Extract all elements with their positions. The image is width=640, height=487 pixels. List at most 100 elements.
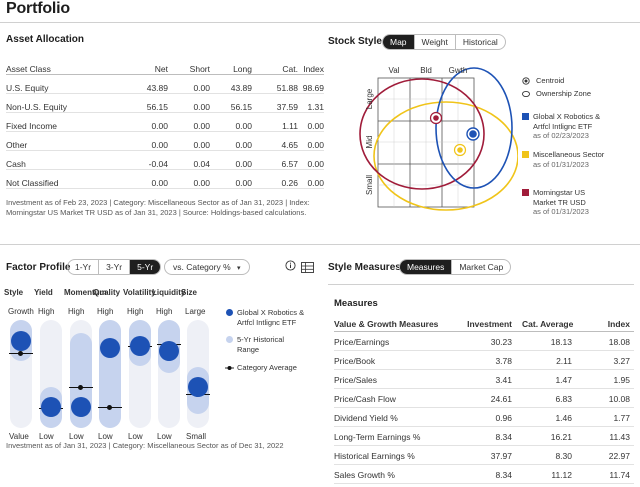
table-row: Price/Sales 3.41 1.47 1.95	[334, 370, 634, 389]
fund-value-dot	[188, 376, 208, 397]
table-cell: 0.00	[151, 178, 168, 188]
tab-weight[interactable]: Weight	[415, 35, 456, 49]
row-label: U.S. Equity	[6, 83, 49, 93]
table-cell: 8.30	[555, 451, 572, 461]
col-label-gwth: Gwth	[449, 66, 468, 75]
table-cell: 98.69	[302, 83, 324, 93]
page-title: Portfolio	[6, 0, 70, 17]
factor-track	[98, 320, 122, 428]
style-measures-tabs: Measures Market Cap	[399, 259, 512, 275]
series-swatch	[522, 113, 529, 120]
factor-legend: Global X Robotics & Artfcl Intlignc ETF …	[225, 308, 326, 378]
factor-name: Momentum	[64, 288, 107, 297]
factor-name: Style	[4, 288, 24, 297]
row-label-small: Small	[365, 175, 374, 195]
ownership-zone-category	[373, 101, 519, 211]
row-label: Long-Term Earnings %	[334, 432, 421, 442]
factor-track	[39, 320, 63, 428]
table-cell: 0.04	[193, 159, 210, 169]
row-label: Price/Earnings	[334, 337, 390, 347]
series-swatch	[522, 189, 529, 196]
table-row: Not Classified 0.00 0.00 0.00 0.26 0.00	[6, 175, 324, 189]
table-cell: 51.88	[276, 83, 298, 93]
ownership-zone-legend-label: Ownership Zone	[536, 89, 592, 98]
table-cell: 1.11	[282, 121, 298, 131]
factor-range-band	[99, 320, 121, 428]
footnote-line: Investment as of Feb 23, 2023 | Category…	[6, 198, 310, 207]
factor-legend-label: Range	[237, 345, 260, 354]
period-tab-1-yr[interactable]: 1-Yr	[68, 260, 100, 274]
ownership-zone-index	[359, 78, 485, 190]
series-name: Morningstar US	[533, 188, 586, 197]
table-cell: 11.12	[551, 470, 572, 480]
stock-style-legend: Centroid Ownership Zone Global X Robotic…	[522, 76, 638, 216]
table-cell: 3.41	[495, 375, 512, 385]
table-cell: 37.59	[276, 102, 298, 112]
table-cell: 6.83	[555, 394, 572, 404]
row-label: Other	[6, 140, 28, 150]
table-cell: 0.26	[281, 178, 298, 188]
series-asof: as of 02/23/2023	[533, 131, 589, 140]
chevron-down-icon: ▾	[237, 265, 241, 272]
fund-value-dot	[41, 396, 61, 417]
table-cell: 0.00	[235, 178, 252, 188]
compare-dropdown-label: vs. Category %	[173, 262, 231, 272]
measures-subtitle: Measures	[334, 298, 378, 309]
column-header: Index	[303, 64, 324, 74]
table-cell: 0.00	[307, 159, 324, 169]
table-cell: 30.23	[490, 337, 512, 347]
factor-name: Size	[181, 288, 198, 297]
compare-dropdown[interactable]: vs. Category % ▾	[164, 259, 250, 275]
factor-name: Quality	[93, 288, 121, 297]
table-cell: 1.47	[555, 375, 572, 385]
table-cell: -0.04	[148, 159, 168, 169]
style-box-map: Val Bld Gwth Large Mid Small	[359, 66, 519, 211]
table-cell: 0.00	[151, 121, 168, 131]
style-box: Val Bld Gwth Large Mid Small	[328, 58, 519, 218]
table-cell: 56.15	[230, 102, 252, 112]
column-header: Short	[189, 64, 210, 74]
factor-profile-chart: Style Growth Value Yield High Low Momentum High…	[0, 286, 220, 441]
period-tab-3-yr[interactable]: 3-Yr	[99, 260, 131, 274]
table-cell: 0.00	[193, 102, 210, 112]
info-icon-svg	[285, 260, 296, 271]
centroid-legend-label: Centroid	[536, 76, 565, 85]
factor-period-tabs: 1-Yr 3-Yr 5-Yr	[67, 259, 162, 275]
factor-bottom-label: Low	[98, 432, 113, 441]
stock-style-tabs: Map Weight Historical	[382, 34, 506, 50]
factor-bottom-label: Low	[69, 432, 84, 441]
info-icon[interactable]	[285, 258, 296, 276]
series-name: Global X Robotics &	[533, 112, 601, 121]
table-row: Price/Book 3.78 2.11 3.27	[334, 351, 634, 370]
series-swatch	[522, 151, 529, 158]
table-cell: 6.57	[281, 159, 298, 169]
row-label: Historical Earnings %	[334, 451, 415, 461]
tab-market-cap[interactable]: Market Cap	[459, 262, 504, 272]
table-cell: 0.00	[193, 140, 210, 150]
tab-measures[interactable]: Measures	[400, 260, 453, 274]
table-cell: 0.00	[307, 178, 324, 188]
factor-legend-label: Category Average	[237, 363, 297, 372]
column-header: Index	[607, 319, 630, 329]
column-header: Investment	[467, 319, 512, 329]
factor-top-label: High	[38, 307, 55, 316]
table-cell: 0.00	[193, 178, 210, 188]
row-label: Sales Growth %	[334, 470, 395, 480]
table-cell: 37.97	[490, 451, 512, 461]
table-cell: 10.08	[608, 394, 630, 404]
factor-track	[128, 320, 152, 428]
table-icon[interactable]	[301, 260, 314, 278]
table-cell: 24.61	[490, 394, 512, 404]
tab-map[interactable]: Map	[383, 35, 415, 49]
table-cell: 0.00	[235, 159, 252, 169]
column-header: Asset Class	[6, 64, 51, 74]
centroid-icon	[522, 77, 530, 85]
column-header: Cat. Average	[522, 319, 574, 329]
period-tab-5-yr[interactable]: 5-Yr	[130, 260, 161, 274]
tab-historical[interactable]: Historical	[462, 37, 498, 47]
row-label: Cash	[6, 159, 26, 169]
table-cell: 2.11	[556, 356, 572, 366]
row-label: Fixed Income	[6, 121, 58, 131]
factor-track	[69, 320, 93, 428]
factor-legend-label: 5-Yr Historical	[237, 335, 285, 344]
